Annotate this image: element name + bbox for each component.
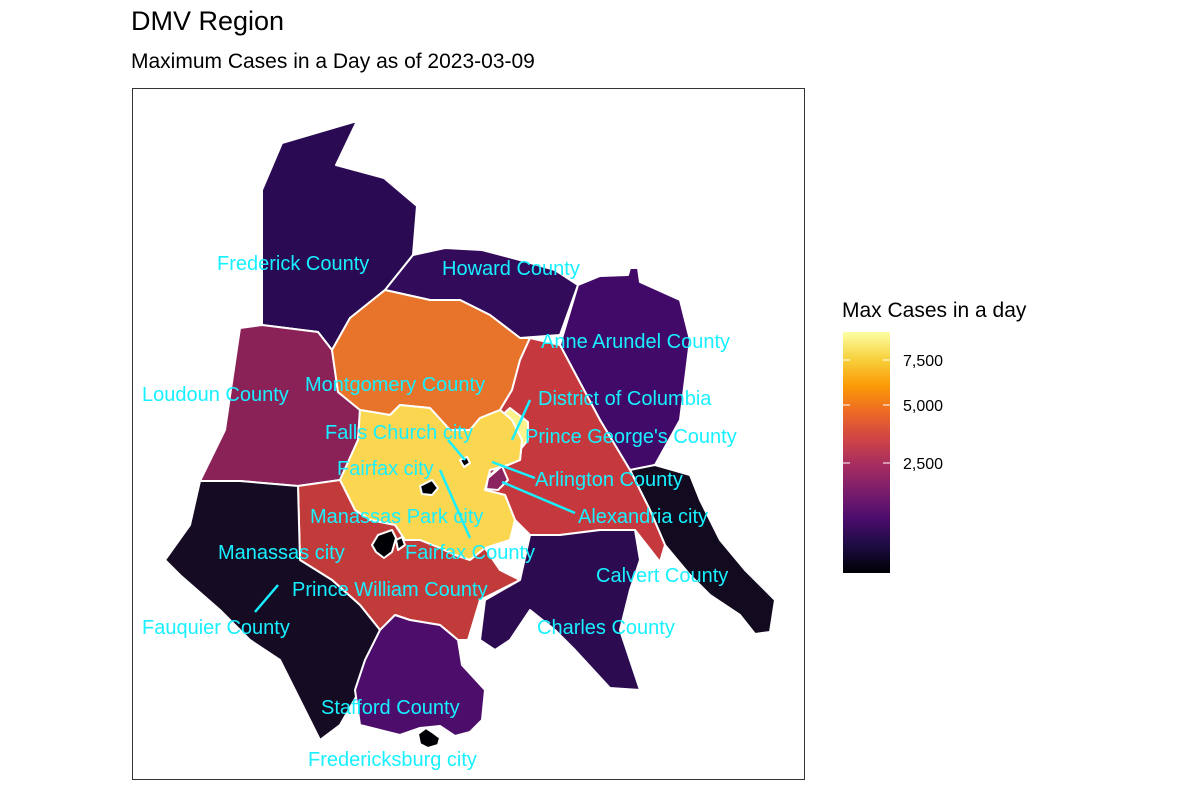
label-frederick-county: Frederick County bbox=[217, 253, 369, 275]
label-howard-county: Howard County bbox=[442, 258, 580, 280]
leader-line-manassas-park bbox=[438, 469, 472, 539]
leader-line-arlington bbox=[491, 460, 536, 480]
label-district-of-columbia: District of Columbia bbox=[538, 388, 712, 410]
leader-line-alexandria bbox=[501, 480, 576, 515]
map-title: DMV Region bbox=[131, 6, 285, 36]
region-fairfax-city[interactable] bbox=[419, 479, 439, 496]
legend-tick-5000: 5,000 bbox=[903, 398, 943, 415]
leader-line-dc bbox=[510, 399, 532, 441]
region-stafford-county[interactable] bbox=[354, 614, 486, 737]
legend-title: Max Cases in a day bbox=[842, 299, 1027, 322]
label-falls-church-city: Falls Church city bbox=[325, 422, 473, 444]
label-manassas-city: Manassas city bbox=[218, 542, 345, 564]
label-calvert-county: Calvert County bbox=[596, 565, 728, 587]
map-subtitle: Maximum Cases in a Day as of 2023-03-09 bbox=[131, 50, 535, 73]
region-manassas-park-city[interactable] bbox=[395, 536, 406, 551]
region-calvert-county[interactable] bbox=[629, 464, 776, 635]
label-alexandria-city: Alexandria city bbox=[578, 506, 708, 528]
label-fredericksburg-city: Fredericksburg city bbox=[308, 749, 477, 771]
legend-colorbar bbox=[843, 332, 890, 573]
label-anne-arundel-county: Anne Arundel County bbox=[541, 331, 730, 353]
legend: Max Cases in a day 7,500 5,000 2,500 bbox=[842, 299, 1027, 573]
label-charles-county: Charles County bbox=[537, 617, 675, 639]
legend-tick-7500: 7,500 bbox=[903, 353, 943, 370]
label-arlington-county: Arlington County bbox=[535, 469, 683, 491]
region-fauquier-county[interactable] bbox=[164, 480, 381, 741]
label-fairfax-city: Fairfax city bbox=[337, 458, 434, 480]
region-charles-county[interactable] bbox=[479, 529, 641, 691]
leader-line-falls-church bbox=[447, 439, 466, 461]
label-loudoun-county: Loudoun County bbox=[142, 384, 289, 406]
label-fairfax-county: Fairfax County bbox=[405, 542, 535, 564]
panel-border bbox=[132, 88, 805, 780]
label-stafford-county: Stafford County bbox=[321, 697, 460, 719]
label-manassas-park-city: Manassas Park city bbox=[310, 506, 483, 528]
legend-tick-2500: 2,500 bbox=[903, 456, 943, 473]
region-manassas-city[interactable] bbox=[371, 529, 397, 559]
region-fredericksburg-city[interactable] bbox=[417, 727, 441, 749]
leader-line-fauquier bbox=[254, 584, 279, 613]
label-prince-william-county: Prince William County bbox=[292, 579, 488, 601]
label-prince-georges-county: Prince George's County bbox=[525, 426, 737, 448]
label-fauquier-county: Fauquier County bbox=[142, 617, 290, 639]
label-montgomery-county: Montgomery County bbox=[305, 374, 485, 396]
